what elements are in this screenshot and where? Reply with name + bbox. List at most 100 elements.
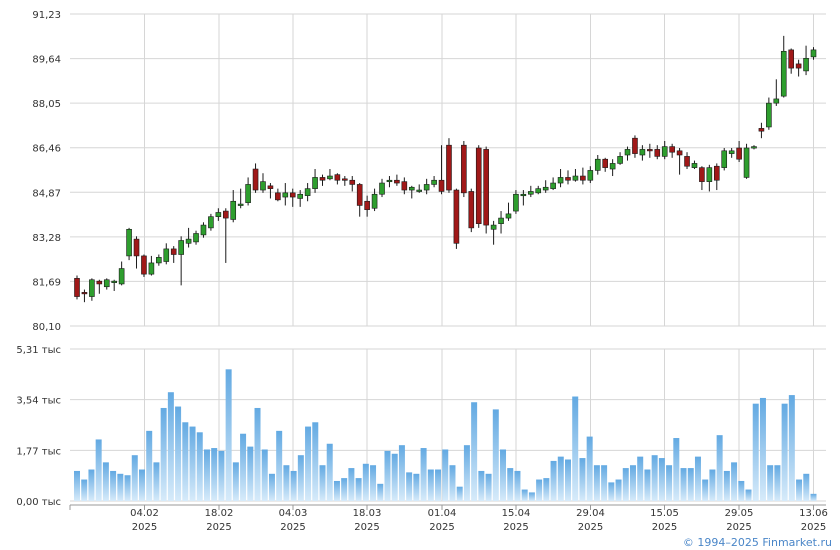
x-tick-label: 04.02 (130, 508, 159, 519)
candle-body (780, 50, 787, 97)
candle-body (736, 147, 742, 160)
candle-body (483, 149, 489, 226)
volume-bar (312, 422, 319, 501)
volume-bar (514, 470, 521, 501)
candle-body (475, 147, 482, 224)
x-axis: 04.02 2025 18.02 2025 04.03 2025 18.03 2025 01.0… (69, 504, 828, 533)
volume-bar (629, 465, 636, 501)
candle-body (557, 177, 564, 184)
up-candle (557, 169, 564, 188)
volume-bar (767, 465, 774, 501)
candle-body (215, 212, 222, 217)
candle-body (572, 175, 579, 181)
candlestick-series (74, 35, 817, 303)
down-candle (647, 143, 653, 158)
up-candle (208, 213, 214, 231)
up-candle (386, 176, 393, 188)
candle-body (743, 147, 750, 178)
x-tick-label: 15.05 (650, 508, 679, 519)
up-candle (803, 45, 809, 76)
candle-body (788, 49, 794, 69)
candle-body (795, 63, 802, 69)
candle-body (751, 146, 757, 149)
up-candle (728, 147, 735, 158)
price-tick-label: 83,28 (32, 233, 61, 244)
up-candle (528, 185, 534, 198)
candle-body (297, 193, 303, 199)
candle-body (208, 216, 214, 229)
candle-body (594, 158, 601, 171)
candle-body (334, 174, 341, 181)
up-candle (215, 208, 222, 221)
volume-bar (175, 406, 182, 501)
candle-body (431, 179, 437, 185)
volume-bar (384, 450, 391, 501)
up-candle (743, 143, 750, 179)
candle-body (74, 278, 80, 297)
volume-bar (225, 369, 232, 501)
x-tick-year-label: 2025 (429, 522, 454, 533)
candle-body (661, 146, 668, 157)
volume-bar (485, 473, 492, 501)
volume-bar (261, 449, 268, 501)
volume-bar (709, 469, 716, 501)
up-candle (185, 227, 192, 248)
up-candle (103, 278, 110, 290)
down-candle (81, 289, 88, 303)
x-tick-year-label: 2025 (726, 522, 751, 533)
down-candle (401, 177, 408, 195)
up-candle (572, 169, 579, 182)
volume-bar (196, 432, 203, 501)
candle-body (468, 191, 475, 229)
copyright-text: © 1994–2025 Finmarket.ru (683, 536, 832, 549)
candle-body (275, 192, 281, 201)
down-candle (795, 59, 802, 77)
candle-body (118, 268, 125, 285)
x-tick-label: 29.05 (725, 508, 754, 519)
price-tick-label: 80,10 (32, 322, 61, 333)
up-candle (371, 188, 378, 212)
price-axis-labels: 91,23 89,64 88,05 86,46 84,87 83,28 81,69 80,10 (32, 10, 61, 333)
candle-body (289, 192, 296, 198)
volume-bar (74, 470, 80, 501)
volume-bar (601, 465, 608, 501)
down-candle (453, 188, 460, 249)
volume-bar (528, 492, 535, 501)
down-candle (349, 176, 356, 192)
volume-bar (521, 489, 528, 501)
volume-bar (268, 473, 275, 501)
candle-body (520, 193, 527, 197)
candle-body (379, 182, 385, 195)
candle-body (408, 186, 415, 191)
volume-bar (413, 473, 420, 501)
volume-bar (622, 468, 629, 501)
up-candle (594, 155, 601, 175)
volume-bar (355, 478, 362, 501)
candle-body (669, 146, 675, 153)
up-candle (408, 185, 415, 199)
volume-bar (240, 433, 247, 501)
down-candle (252, 163, 259, 193)
down-candle (334, 173, 341, 185)
candle-body (170, 248, 177, 255)
candle-body (550, 182, 556, 189)
volume-bar (810, 493, 817, 501)
volume-bar (463, 445, 470, 501)
candle-body (342, 178, 348, 181)
volume-tick-label: 0,00 тыс (16, 497, 61, 508)
candle-body (245, 184, 251, 203)
volume-bar (167, 392, 174, 501)
candle-body (706, 167, 713, 182)
volume-bar (435, 469, 442, 501)
volume-bar (608, 482, 615, 501)
price-tick-label: 81,69 (32, 277, 61, 288)
down-candle (74, 275, 80, 300)
volume-bar (290, 470, 297, 501)
candle-body (416, 189, 423, 192)
candle-body (498, 217, 504, 224)
volume-bar (615, 479, 622, 501)
down-candle (788, 48, 794, 74)
candle-body (267, 185, 274, 189)
volume-bar (319, 465, 326, 501)
candle-body (156, 257, 162, 264)
